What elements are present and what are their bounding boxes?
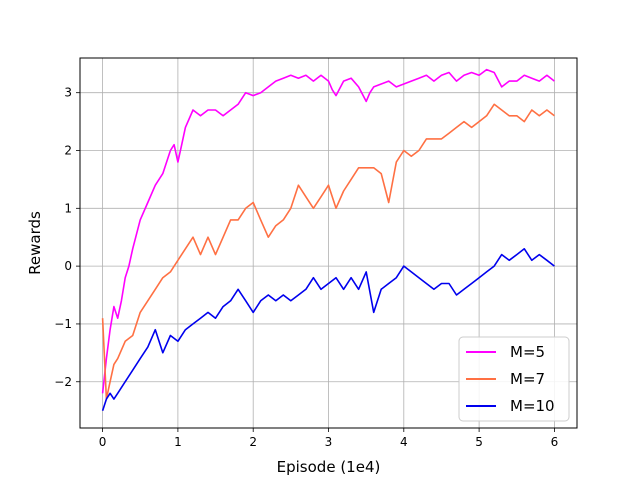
x-axis-label: Episode (1e4)	[277, 458, 381, 476]
x-tick-label: 1	[174, 435, 182, 449]
y-axis-ticks: −2 −1 0 1 2 3	[54, 86, 80, 389]
legend-box	[458, 336, 570, 422]
series-line-m-10	[101, 248, 555, 411]
series-line-m-5	[101, 68, 555, 394]
y-tick-label: 2	[64, 144, 72, 158]
y-tick-label: 0	[64, 259, 72, 273]
series-layer	[101, 68, 555, 411]
y-tick-label: −2	[54, 375, 72, 389]
x-axis-ticks: 0 1 2 3 4 5 6	[99, 428, 558, 449]
x-tick-label: 3	[325, 435, 333, 449]
legend-label: M=10	[510, 397, 555, 415]
x-tick-label: 0	[99, 435, 107, 449]
x-tick-label: 4	[400, 435, 408, 449]
y-tick-label: 1	[64, 201, 72, 215]
legend-label: M=5	[510, 343, 545, 361]
x-tick-label: 6	[551, 435, 559, 449]
legend: M=5 M=7 M=10	[458, 336, 570, 422]
y-axis-label: Rewards	[26, 211, 44, 275]
x-tick-label: 2	[249, 435, 257, 449]
y-tick-label: 3	[64, 86, 72, 100]
y-tick-label: −1	[54, 317, 72, 331]
legend-label: M=7	[510, 370, 545, 388]
series-line-m-7	[101, 103, 555, 400]
x-tick-label: 5	[475, 435, 483, 449]
